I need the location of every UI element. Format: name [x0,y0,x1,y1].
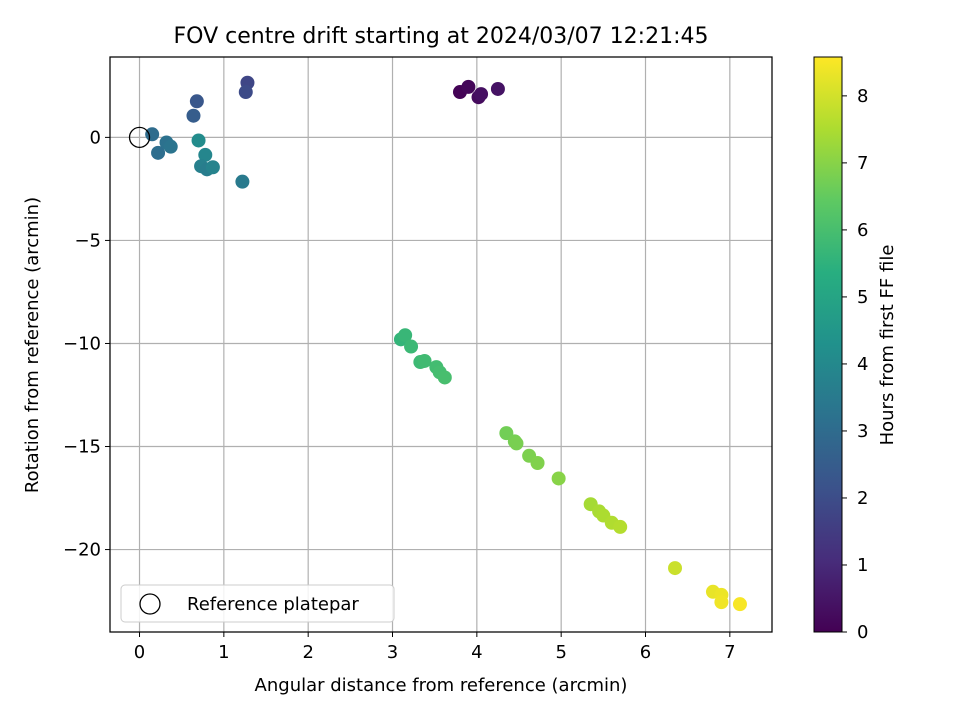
data-point [151,145,166,160]
data-point [437,370,452,385]
y-tick-label: −10 [63,333,101,354]
data-point [714,595,729,610]
data-point [238,85,253,100]
data-point [461,79,476,94]
y-tick-label: 0 [90,127,101,148]
data-point [191,133,206,148]
colorbar-gradient [813,56,843,633]
data-point [398,328,413,343]
data-point [205,160,220,175]
x-tick-label: 4 [471,642,482,663]
reference-marker [128,126,151,149]
y-tick-label: −5 [74,230,101,251]
colorbar-tick-label: 6 [857,220,868,241]
colorbar-label: Hours from first FF file [877,245,898,446]
grid [110,57,772,632]
data-point [404,339,419,354]
data-point [163,139,178,154]
colorbar: 0 1 2 3 4 5 6 7 8 Hours from first FF file [813,56,898,643]
chart-title: FOV centre drift starting at 2024/03/07 … [174,24,709,49]
data-point [551,471,566,486]
legend-box [120,584,395,623]
plot-frame [109,56,773,633]
x-tick-label: 2 [302,642,313,663]
data-point [417,353,432,368]
data-point [732,597,747,612]
data-point [530,456,545,471]
y-ticks: 0 −5 −10 −15 −20 [63,127,110,561]
x-tick-label: 6 [640,642,651,663]
data-point [186,108,201,123]
x-tick-label: 3 [387,642,398,663]
data-point [509,436,524,451]
colorbar-tick-label: 0 [857,622,868,643]
colorbar-tick-label: 8 [857,86,868,107]
x-tick-label: 7 [724,642,735,663]
y-tick-label: −20 [63,540,101,561]
x-axis-label: Angular distance from reference (arcmin) [255,675,628,696]
colorbar-ticks: 0 1 2 3 4 5 6 7 8 [842,86,868,643]
legend-marker [139,593,161,615]
colorbar-tick-label: 5 [857,287,868,308]
data-point [145,127,160,142]
data-point [490,81,505,96]
x-tick-label: 0 [134,642,145,663]
data-point [189,94,204,109]
x-ticks: 0 1 2 3 4 5 6 7 [134,632,736,663]
y-tick-label: −15 [63,437,101,458]
colorbar-tick-label: 4 [857,354,868,375]
legend: Reference platepar [120,584,395,623]
data-point [235,174,250,189]
data-point [474,87,489,102]
colorbar-tick-label: 7 [857,153,868,174]
data-point [613,519,628,534]
x-tick-label: 5 [555,642,566,663]
data-point [668,561,683,576]
colorbar-tick-label: 1 [857,555,868,576]
x-tick-label: 1 [218,642,229,663]
plot-area: 0 1 2 3 4 5 6 7 0 −5 −10 −15 −20 [63,56,773,663]
colorbar-tick-label: 2 [857,488,868,509]
y-axis-label: Rotation from reference (arcmin) [22,197,43,493]
reference-platepar-marker [128,126,151,149]
colorbar-tick-label: 3 [857,421,868,442]
data-point [198,147,213,162]
scatter-points [145,75,747,612]
legend-label: Reference platepar [187,594,359,615]
